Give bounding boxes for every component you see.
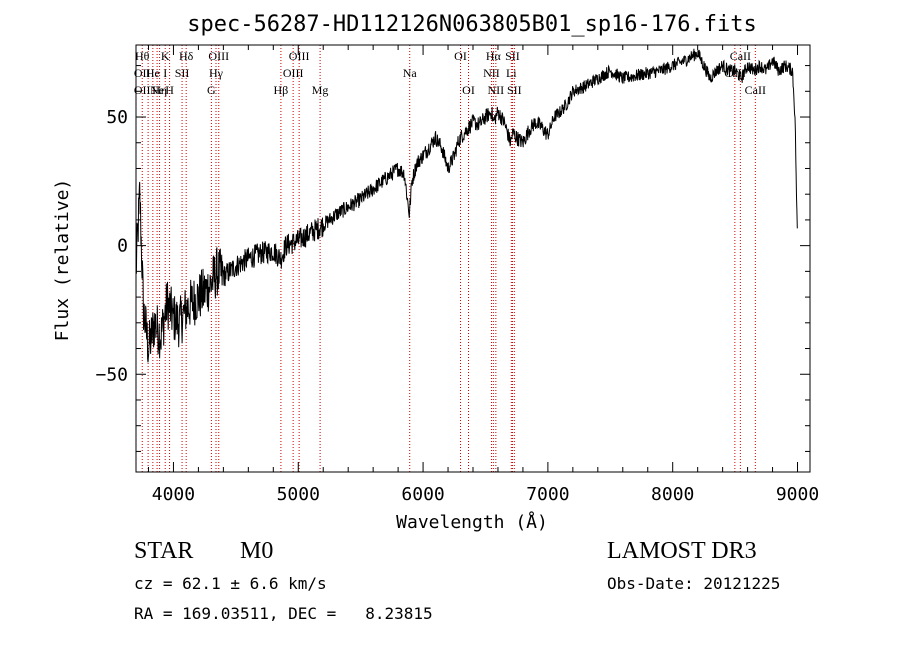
coordinates: RA = 169.03511, DEC = 8.23815 bbox=[134, 604, 433, 623]
line-label: OIII bbox=[289, 49, 310, 63]
y-tick-label: 50 bbox=[106, 107, 128, 128]
line-label: OI bbox=[454, 49, 467, 63]
x-tick-label: 5000 bbox=[277, 484, 320, 505]
y-axis-label: Flux (relative) bbox=[52, 179, 73, 342]
x-tick-label: 4000 bbox=[152, 484, 195, 505]
object-subclass: M0 bbox=[240, 538, 274, 564]
line-label: SII bbox=[175, 66, 190, 80]
line-label: K bbox=[161, 49, 170, 63]
x-tick-label: 9000 bbox=[776, 484, 819, 505]
line-label: Hδ bbox=[179, 49, 194, 63]
x-tick-label: 6000 bbox=[401, 484, 444, 505]
emission-line-labels: HθOIIOIIHeNeHηKIHSIIHδGHγOIIIHβOIIIOIIIM… bbox=[134, 49, 766, 97]
axis-ticks: 4000 5000 6000 7000 8000 9000 −50 0 50 bbox=[95, 45, 819, 505]
line-label: Hα bbox=[486, 49, 502, 63]
line-label: OI bbox=[462, 83, 475, 97]
line-label: SII bbox=[505, 49, 520, 63]
x-tick-label: 7000 bbox=[526, 484, 569, 505]
line-label: NII bbox=[483, 66, 500, 80]
line-label: Hη bbox=[152, 83, 167, 97]
observation-date: Obs-Date: 20121225 bbox=[607, 574, 781, 593]
line-label: Li bbox=[506, 66, 517, 80]
line-label: Hβ bbox=[274, 83, 289, 97]
line-label: OII bbox=[134, 83, 151, 97]
line-label: CaII bbox=[745, 83, 766, 97]
line-label: OIII bbox=[283, 66, 304, 80]
line-label: SII bbox=[507, 83, 522, 97]
line-label: NII bbox=[488, 83, 505, 97]
line-label: G bbox=[207, 83, 216, 97]
y-tick-label: 0 bbox=[117, 236, 128, 257]
line-label: Ne bbox=[150, 83, 164, 97]
line-label: Hθ bbox=[135, 49, 150, 63]
line-label: CaII bbox=[730, 49, 751, 63]
x-tick-label: 8000 bbox=[651, 484, 694, 505]
object-class: STAR bbox=[134, 538, 194, 564]
x-axis-label: Wavelength (Å) bbox=[396, 511, 548, 533]
spectrum-line bbox=[135, 48, 798, 363]
line-label: Na bbox=[403, 66, 418, 80]
line-label: I bbox=[163, 66, 167, 80]
emission-line-markers bbox=[141, 45, 756, 472]
redshift-value: cz = 62.1 ± 6.6 km/s bbox=[134, 574, 327, 593]
chart-title: spec-56287-HD112126N063805B01_sp16-176.f… bbox=[187, 12, 757, 37]
line-label: OII bbox=[134, 66, 151, 80]
line-label: OIII bbox=[208, 49, 229, 63]
spectrum-chart: spec-56287-HD112126N063805B01_sp16-176.f… bbox=[52, 12, 819, 533]
line-label: Hγ bbox=[209, 66, 224, 80]
line-label: H bbox=[165, 83, 174, 97]
line-label: He bbox=[146, 66, 160, 80]
y-tick-label: −50 bbox=[95, 364, 128, 385]
survey-name: LAMOST DR3 bbox=[607, 538, 757, 564]
line-label: Mg bbox=[312, 83, 329, 97]
